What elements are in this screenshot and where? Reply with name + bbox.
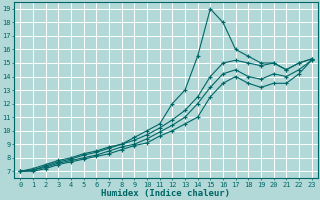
X-axis label: Humidex (Indice chaleur): Humidex (Indice chaleur) — [101, 189, 230, 198]
